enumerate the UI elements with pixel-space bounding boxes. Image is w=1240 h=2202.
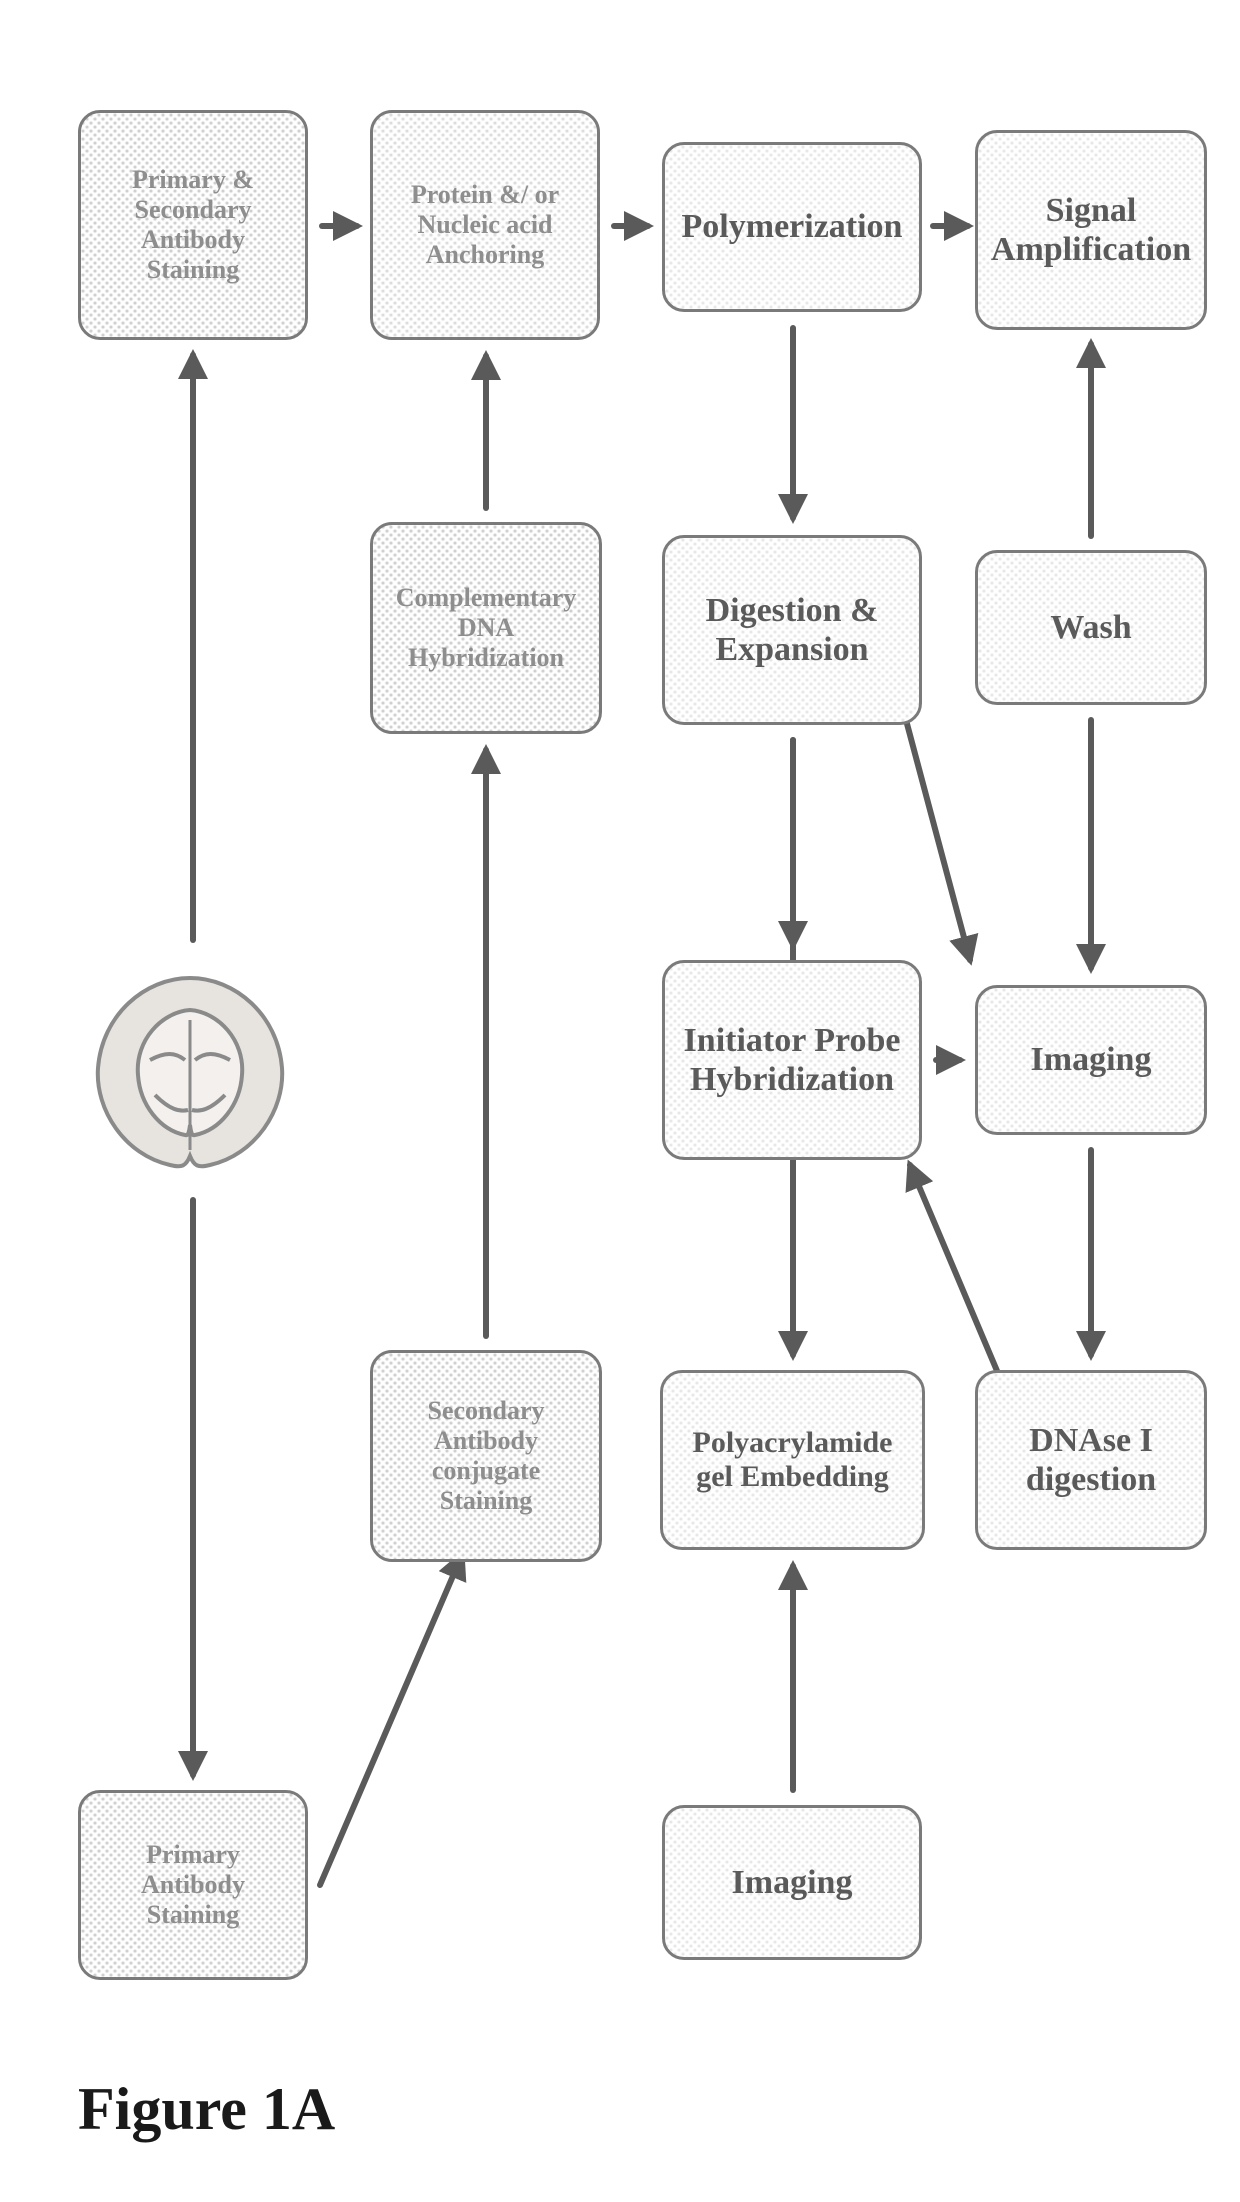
node-label: Secondary Antibody conjugate Staining [385,1396,587,1516]
node-n_signal: Signal Amplification [975,130,1207,330]
node-n_imaging_r: Imaging [975,985,1207,1135]
node-label: Digestion & Expansion [677,591,907,669]
node-n_compDNA: Complementary DNA Hybridization [370,522,602,734]
node-label: Primary Antibody Staining [93,1840,293,1930]
node-n_anchor: Protein &/ or Nucleic acid Anchoring [370,110,600,340]
node-label: Wash [1050,608,1131,647]
node-label: Imaging [732,1863,853,1902]
node-n_wash: Wash [975,550,1207,705]
node-label: Signal Amplification [990,191,1192,269]
node-label: Primary & Secondary Antibody Staining [93,165,293,285]
node-label: Initiator Probe Hybridization [677,1021,907,1099]
node-label: Complementary DNA Hybridization [385,583,587,673]
node-n_secAb: Secondary Antibody conjugate Staining [370,1350,602,1562]
node-n_primAb: Primary Antibody Staining [78,1790,308,1980]
node-label: Protein &/ or Nucleic acid Anchoring [385,180,585,270]
brain-sample-icon [80,960,300,1180]
node-n_imaging_b: Imaging [662,1805,922,1960]
figure-label: Figure 1A [78,2075,335,2144]
edge [320,1555,462,1885]
node-n_sample_top: Primary & Secondary Antibody Staining [78,110,308,340]
node-label: Polyacrylamide gel Embedding [675,1426,910,1495]
flowchart-canvas: Figure 1A Primary & Secondary Antibody S… [0,0,1240,2202]
node-label: Polymerization [682,207,903,246]
node-label: Imaging [1031,1040,1152,1079]
node-n_gel: Polyacrylamide gel Embedding [660,1370,925,1550]
node-label: DNAse I digestion [990,1421,1192,1499]
node-n_digexp: Digestion & Expansion [662,535,922,725]
node-n_poly: Polymerization [662,142,922,312]
node-n_dnase: DNAse I digestion [975,1370,1207,1550]
node-n_initiator: Initiator Probe Hybridization [662,960,922,1160]
